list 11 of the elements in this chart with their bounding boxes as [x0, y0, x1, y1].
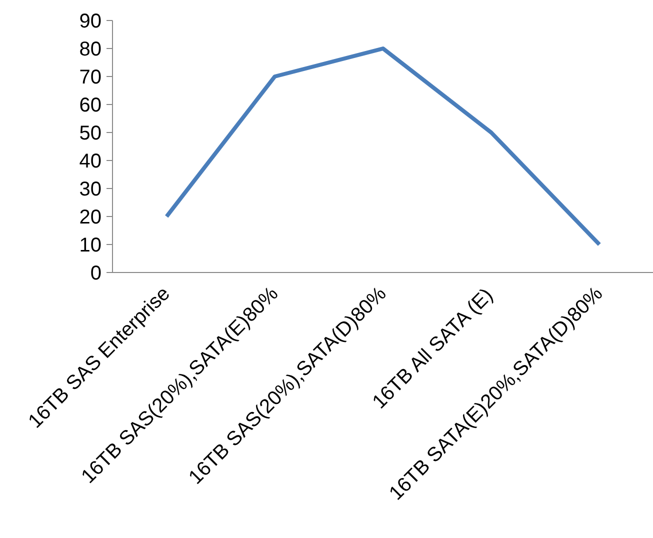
- y-tick-label: 10: [79, 234, 102, 256]
- y-tick-label: 70: [79, 66, 102, 88]
- y-tick-label: 0: [90, 262, 102, 284]
- y-tick-label: 20: [79, 206, 102, 228]
- y-tick-label: 90: [79, 10, 102, 32]
- y-tick-label: 40: [79, 150, 102, 172]
- y-tick-label: 30: [79, 178, 102, 200]
- line-series: [164, 46, 602, 246]
- y-tick-label: 60: [79, 94, 102, 116]
- y-tick-label: 80: [79, 38, 102, 60]
- y-tick-label: 50: [79, 122, 102, 144]
